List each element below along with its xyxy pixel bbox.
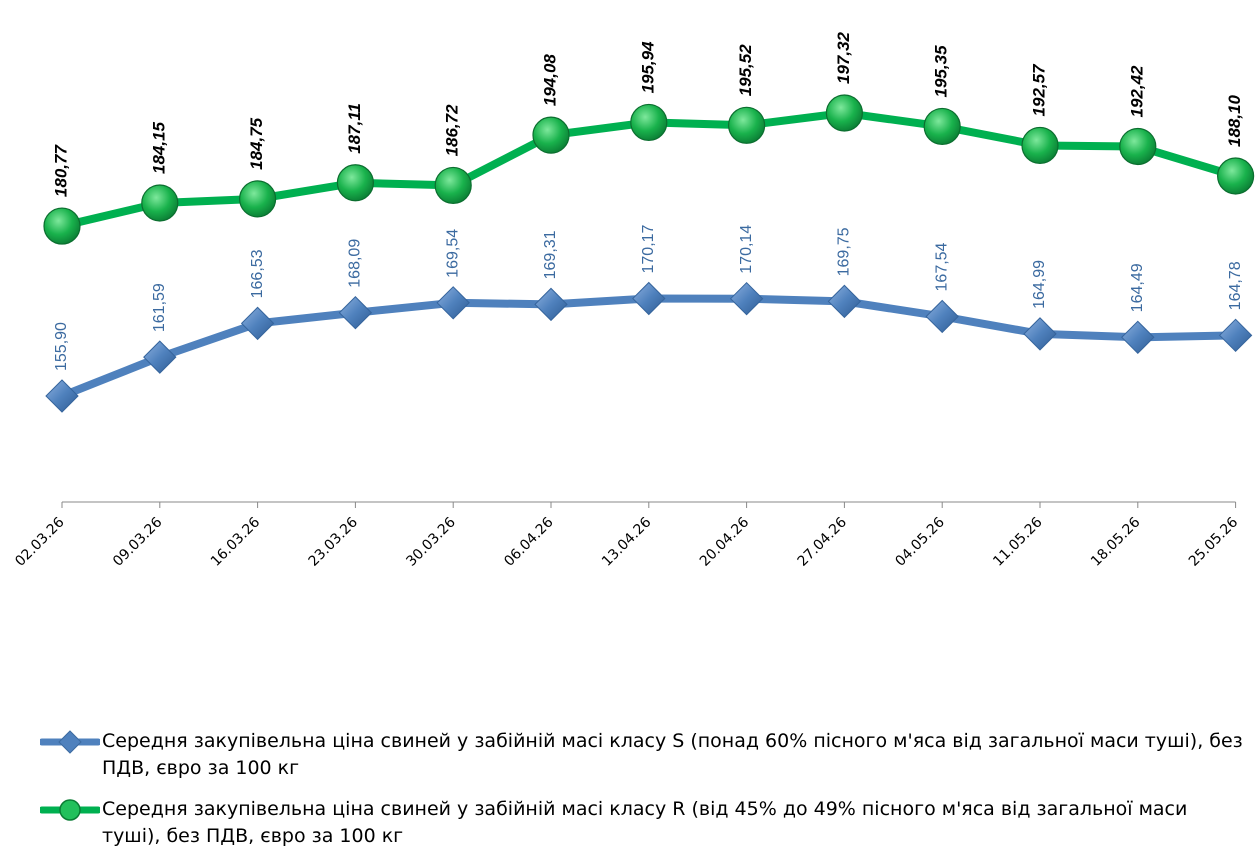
data-point [1021,126,1059,165]
line-chart: 02.03.26 09.03.26 16.03.26 23.03.26 30.03.26… [12,31,1255,570]
x-tick-label: 30.03.26 [403,514,458,569]
x-tick-label: 20.04.26 [697,514,752,569]
data-label: 195,94 [638,41,657,94]
data-point [1119,127,1157,166]
legend-label-class-r: Середня закупівельна ціна свиней у забій… [102,798,1188,847]
data-label: 168,09 [347,239,364,288]
legend-item-class-s: Середня закупівельна ціна свиней у забій… [40,728,1250,782]
data-label: 195,35 [932,45,951,98]
data-label: 164,49 [1129,263,1146,312]
data-point [240,306,275,341]
legend-swatch-class-r [40,799,100,821]
data-label: 195,52 [736,44,755,97]
x-tick-label: 09.03.26 [110,514,165,569]
data-point [336,164,374,202]
data-point [827,284,862,319]
legend-label-class-s: Середня закупівельна ціна свиней у забій… [102,730,1243,779]
data-label: 161,59 [151,283,168,332]
data-label: 184,75 [247,117,266,170]
x-tick-label: 18.05.26 [1088,514,1143,569]
data-point [729,281,764,316]
x-tick-label: 27.04.26 [795,514,850,569]
data-point [239,180,277,218]
legend: Середня закупівельна ціна свиней у забій… [40,728,1250,850]
data-label: 170,17 [640,224,657,273]
data-label: 197,32 [834,31,853,84]
data-label: 194,08 [540,54,559,107]
data-label: 166,53 [249,249,266,298]
data-point [1023,317,1057,351]
x-tick-label: 23.03.26 [306,514,361,569]
x-tick-label: 13.04.26 [599,514,654,569]
x-tick-label: 04.05.26 [892,514,947,569]
data-point [338,296,373,330]
data-point [923,107,961,146]
x-tick-label: 25.05.26 [1186,514,1241,569]
data-label: 164,78 [1227,261,1244,310]
data-point [143,340,177,374]
data-label: 155,90 [53,322,70,371]
data-point [436,286,470,320]
data-point [1218,318,1253,353]
data-point [632,281,666,316]
data-point [141,184,179,222]
data-label: 192,42 [1127,65,1146,118]
data-point [43,207,81,245]
x-tick-label: 16.03.26 [208,514,263,569]
x-tick-label: 02.03.26 [12,514,67,569]
data-label: 192,57 [1029,63,1048,117]
data-point [534,287,568,322]
data-label: 180,77 [51,144,70,198]
x-tick-label: 06.04.26 [501,514,556,569]
legend-swatch-class-s [40,730,100,754]
data-label: 169,31 [542,230,559,279]
data-label: 170,14 [738,225,755,274]
legend-item-class-r: Середня закупівельна ціна свиней у забій… [40,796,1250,850]
data-point [630,103,668,142]
data-point [45,379,79,413]
x-tick-label: 11.05.26 [990,514,1045,569]
data-point [1216,157,1255,195]
data-point [925,299,959,334]
data-label: 167,54 [933,242,950,291]
data-label: 188,10 [1225,94,1244,147]
data-label: 184,15 [149,121,168,174]
data-label: 186,72 [443,104,462,157]
data-point [825,94,864,132]
data-point [1121,320,1155,355]
data-point [434,166,472,205]
data-point [727,106,766,144]
data-label: 187,11 [345,103,364,154]
data-label: 169,54 [444,229,461,278]
data-label: 164,99 [1031,260,1048,309]
data-point [532,116,570,154]
data-label: 169,75 [836,227,853,276]
